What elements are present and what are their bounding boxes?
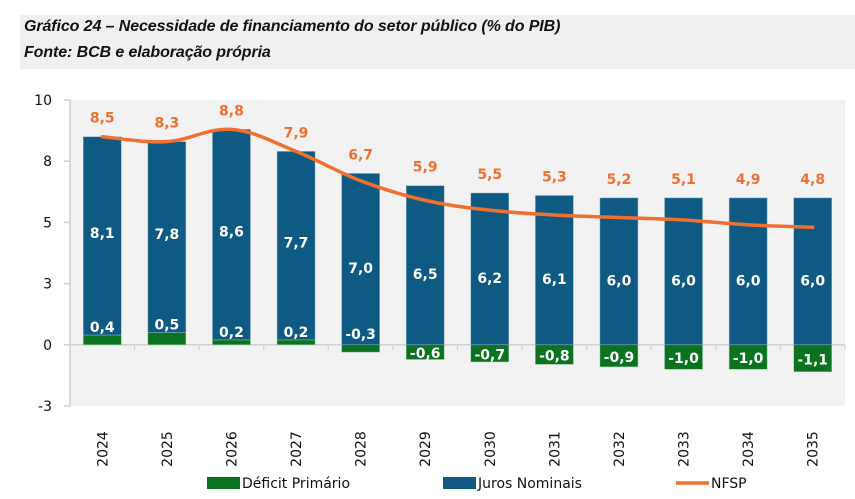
x-tick-label: 2034	[741, 431, 757, 467]
data-label-deficit: 0,2	[219, 325, 244, 341]
bar-juros-nominais	[535, 195, 574, 346]
data-label-juros: 6,0	[607, 273, 632, 289]
x-tick-label: 2029	[418, 431, 434, 467]
data-label-juros: 6,1	[542, 272, 567, 288]
data-label-juros: 6,0	[736, 273, 761, 289]
y-tick-label: 5	[43, 215, 52, 231]
bar-juros-nominais	[276, 151, 316, 341]
data-label-deficit: -0,8	[539, 349, 570, 365]
bar-juros-nominais	[728, 197, 768, 346]
bar-juros-nominais	[793, 197, 832, 346]
y-tick-label: 3	[43, 277, 52, 293]
y-tick-label: -3	[38, 399, 52, 415]
data-label-juros: 7,7	[284, 236, 309, 252]
chart-header: Gráfico 24 – Necessidade de financiament…	[20, 15, 855, 69]
x-axis: 2024 2025 2026 2027 2028 2029 2030 2031 2032 2033…	[69, 344, 846, 467]
bar-juros-nominais	[599, 197, 639, 346]
legend-item-nfsp: NFSP	[676, 476, 747, 492]
x-tick-label: 2025	[160, 431, 176, 467]
series-nfsp	[100, 127, 815, 230]
data-label-nfsp: 8,3	[154, 116, 179, 132]
bar-deficit-primario	[793, 344, 832, 372]
data-label-nfsp: 7,9	[284, 125, 309, 141]
data-label-deficit: -0,7	[474, 347, 505, 363]
plot-area	[70, 100, 845, 406]
chart-source: Fonte: BCB e elaboração própria	[24, 44, 271, 61]
data-label-deficit: 0,5	[154, 318, 179, 334]
x-tick-label: 2030	[483, 431, 499, 467]
data-label-nfsp: 8,8	[219, 103, 244, 119]
x-tick-label: 2027	[289, 431, 305, 467]
x-tick-label: 2033	[677, 431, 693, 467]
bar-deficit-primario	[341, 344, 380, 353]
data-label-nfsp: 6,7	[348, 147, 373, 163]
bar-juros-nominais	[212, 129, 251, 341]
x-tick-label: 2026	[224, 431, 240, 467]
bar-deficit-primario	[83, 334, 122, 346]
data-label-deficit: -1,0	[668, 351, 699, 367]
data-label-deficit: -0,9	[604, 350, 635, 366]
legend-swatch	[207, 477, 240, 489]
y-tick-label: 0	[43, 338, 52, 354]
series-deficit-primario	[83, 332, 832, 372]
bar-juros-nominais	[405, 185, 445, 346]
data-label-juros: 6,0	[671, 273, 696, 289]
data-label-deficit: 0,4	[90, 320, 115, 336]
data-label-juros: 6,5	[413, 267, 438, 283]
data-label-juros: 7,0	[348, 261, 373, 277]
data-label-nfsp: 5,3	[542, 169, 567, 185]
x-tick-label: 2032	[612, 431, 628, 467]
data-label-deficit: -1,1	[797, 352, 828, 368]
data-label-nfsp: 5,2	[607, 172, 632, 188]
data-label-nfsp: 4,8	[800, 172, 825, 188]
nfsp-labels: 8,5 8,3 8,8 7,9 6,7 5,9 5,5 5,3 5,2 5,1 4,9 4,8	[90, 103, 825, 188]
y-tick-label: 8	[43, 154, 52, 170]
data-label-juros: 8,6	[219, 225, 244, 241]
bar-labels: 8,1 0,4 7,8 0,5 8,6 0,2 7,7 0,2 7,0 -0,3 6,5 -0,6 6,…	[90, 225, 828, 369]
x-tick-label: 2031	[547, 431, 563, 467]
x-tick-label: 2028	[354, 431, 370, 467]
data-label-deficit: -1,0	[733, 351, 764, 367]
data-label-nfsp: 4,9	[736, 172, 761, 188]
y-axis: -3 0 3 5 8 10	[34, 93, 71, 415]
data-label-juros: 6,2	[477, 271, 502, 287]
bar-juros-nominais	[470, 192, 510, 346]
bar-juros-nominais	[341, 173, 380, 346]
bar-juros-nominais	[83, 136, 122, 336]
data-label-deficit: 0,2	[284, 325, 309, 341]
legend-label: Déficit Primário	[242, 476, 350, 492]
data-label-juros: 6,0	[800, 273, 825, 289]
data-label-deficit: -0,3	[345, 327, 376, 343]
legend-swatch	[443, 477, 476, 489]
data-label-nfsp: 5,5	[477, 167, 502, 183]
legend-label: Juros Nominais	[477, 476, 582, 492]
legend-item-juros-nominais: Juros Nominais	[443, 476, 582, 492]
data-label-deficit: -0,6	[410, 346, 441, 362]
chart-title: Gráfico 24 – Necessidade de financiament…	[24, 18, 561, 35]
bar-deficit-primario	[664, 344, 703, 370]
data-label-nfsp: 8,5	[90, 111, 115, 127]
x-tick-label: 2035	[806, 431, 822, 467]
bar-juros-nominais	[147, 141, 187, 333]
bar-deficit-primario	[147, 332, 187, 346]
data-label-nfsp: 5,9	[413, 160, 438, 176]
legend-label: NFSP	[711, 476, 747, 492]
legend-item-deficit-primario: Déficit Primário	[207, 476, 350, 492]
bar-deficit-primario	[728, 344, 768, 370]
legend: Déficit Primário Juros Nominais NFSP	[207, 476, 747, 492]
nfsp-line	[100, 127, 815, 230]
x-tick-label: 2024	[95, 431, 111, 467]
data-label-juros: 8,1	[90, 226, 115, 242]
y-tick-label: 10	[34, 93, 52, 109]
data-label-juros: 7,8	[154, 227, 179, 243]
data-label-nfsp: 5,1	[671, 172, 696, 188]
